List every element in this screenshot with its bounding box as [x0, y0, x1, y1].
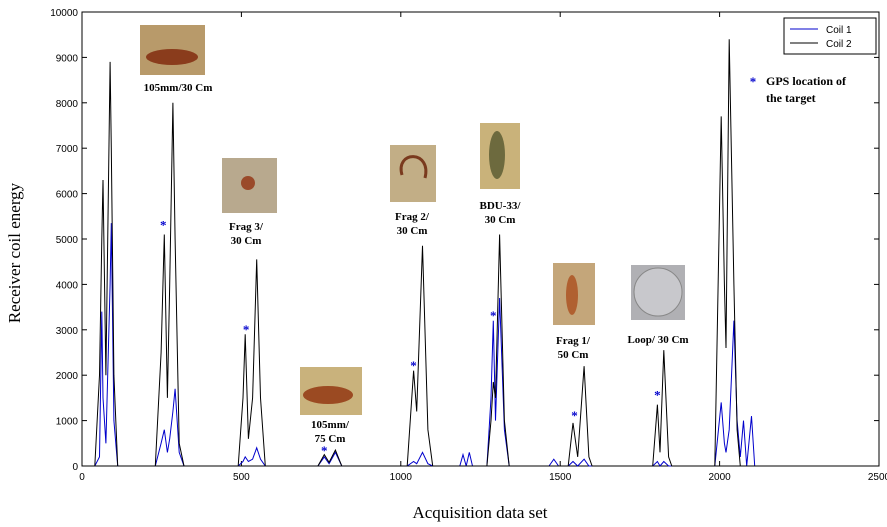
photo-object: [303, 386, 353, 404]
y-tick-label: 10000: [50, 8, 78, 19]
legend-label: Coil 1: [826, 25, 852, 36]
y-tick-label: 0: [72, 462, 78, 473]
annotation: 105mm/30 Cm: [144, 82, 213, 94]
legend-gps-marker: *: [750, 74, 757, 89]
legend-label: Coil 2: [826, 39, 852, 50]
y-tick-label: 5000: [56, 235, 79, 246]
annotation: Frag 1/: [556, 335, 591, 347]
x-tick-label: 500: [233, 472, 250, 483]
gps-marker: *: [571, 408, 578, 423]
gps-marker: *: [654, 388, 661, 403]
x-tick-label: 1000: [390, 472, 413, 483]
annotation: Loop/ 30 Cm: [627, 334, 688, 346]
y-tick-label: 2000: [56, 371, 79, 382]
gps-marker: *: [410, 358, 417, 373]
legend-gps-label: GPS location of: [766, 74, 847, 88]
annotation: 30 Cm: [397, 225, 428, 237]
photo: [390, 145, 436, 202]
annotation: BDU-33/: [480, 200, 522, 212]
annotation: 50 Cm: [558, 349, 589, 361]
chart: Acquisition data set Receiver coil energ…: [0, 0, 887, 527]
annotation: 105mm/: [311, 419, 350, 431]
x-tick-label: 0: [79, 472, 85, 483]
x-tick-label: 2000: [708, 472, 731, 483]
y-tick-label: 8000: [56, 99, 79, 110]
annotation: 30 Cm: [231, 235, 262, 247]
photo-object: [489, 131, 505, 179]
photo-object: [634, 268, 682, 316]
y-axis-label: Receiver coil energy: [5, 182, 24, 323]
annotation: Frag 3/: [229, 221, 264, 233]
y-tick-label: 1000: [56, 417, 79, 428]
gps-marker: *: [490, 308, 497, 323]
annotation: 75 Cm: [315, 433, 346, 445]
plot-frame: [82, 12, 879, 466]
gps-marker: *: [160, 217, 167, 232]
y-tick-label: 7000: [56, 144, 79, 155]
gps-marker: *: [243, 322, 250, 337]
annotation: 30 Cm: [485, 214, 516, 226]
gps-marker: *: [321, 443, 328, 458]
photo-object: [241, 176, 255, 190]
annotation: Frag 2/: [395, 211, 430, 223]
legend-gps-label: the target: [766, 91, 816, 105]
photo-object: [566, 275, 578, 315]
x-axis-label: Acquisition data set: [412, 503, 547, 522]
y-tick-label: 6000: [56, 190, 79, 201]
y-tick-label: 3000: [56, 326, 79, 337]
photo-object: [146, 49, 198, 65]
y-tick-label: 9000: [56, 53, 79, 64]
y-tick-label: 4000: [56, 280, 79, 291]
x-tick-label: 1500: [549, 472, 572, 483]
